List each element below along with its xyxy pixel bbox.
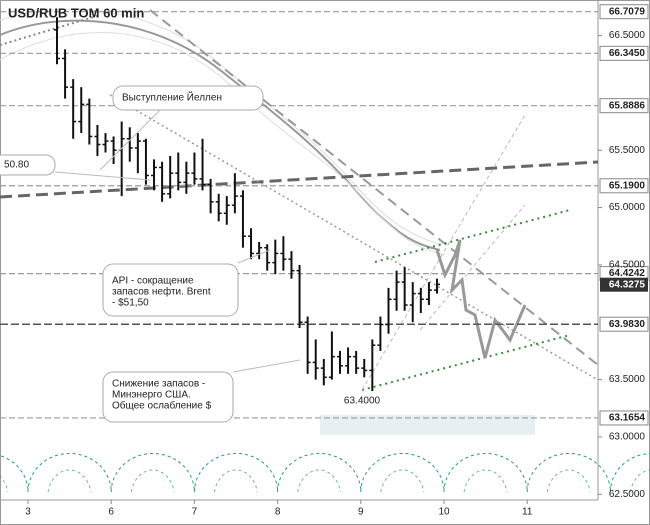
trend-line [109,94,599,381]
annotation-box [102,371,234,423]
leader-line [54,171,151,181]
cycles [0,453,650,493]
annotation-text: запасов нефти. Brent [112,286,211,298]
level-label: 66.7079 [609,6,646,17]
level-label-box [599,45,649,61]
y-tick-label: 62.5000 [609,489,646,500]
annotation-text: Снижение запасов - [112,379,205,390]
left-label: 50.80 [4,160,29,171]
x-tick-label: 10 [438,507,450,518]
leader-line [99,109,161,171]
low-label: 63.4000 [344,396,381,407]
channel-line [374,209,571,263]
current-price-label: 64.3275 [609,279,646,290]
y-tick-label: 65.5000 [609,145,646,156]
level-label-box [599,4,649,20]
current-price-box [600,277,648,292]
fan-line [361,114,526,391]
cycle-arc [110,453,195,493]
moving-average [0,32,446,256]
level-label: 66.3450 [609,48,646,59]
level-label: 64.4242 [609,268,646,279]
annotation-text: - $51,50 [112,298,149,309]
cycle-arc [193,453,279,493]
cycle-arc [443,453,528,493]
cycle-arc [0,455,29,493]
cycle-arc [526,453,611,493]
bars [54,17,440,392]
x-tick-label: 3 [25,507,31,518]
leader-line [237,249,271,264]
level-label: 63.9830 [609,319,646,330]
level-label: 65.1900 [609,180,646,191]
chart-title: USD/RUB TOM 60 min [8,5,144,20]
x-tick-label: 7 [192,507,198,518]
cycle-arc [360,453,445,493]
x-tick-label: 8 [275,507,281,518]
x-tick-label: 6 [108,507,114,518]
level-label-box [599,98,649,114]
trend-line [0,160,599,199]
cycle-arc [277,453,362,493]
level-label: 65.8886 [609,100,646,111]
shaded-zone [320,415,535,435]
leader-line [232,359,301,373]
level-label-box [599,178,649,194]
annotation-box [102,263,239,317]
levels: 66.7079 66.3450 65.8886 65.1900 64.4242 63.98… [0,4,649,426]
fan-line [419,204,526,331]
x-tick-label: 9 [358,507,364,518]
y-tick-label: 63.5000 [609,374,646,385]
annotation-text: Общее ослабление $ [112,400,212,412]
cycle-arc [27,453,112,493]
overlays [0,8,599,391]
y-tick-label: 66.5000 [609,30,646,41]
annotation-box [0,154,56,176]
annotation-box [112,85,264,111]
y-tick-label: 65.0000 [609,202,646,213]
y-tick-label: 63.0000 [609,432,646,443]
forecast-path [435,239,527,359]
annotation-text: Выступление Йеллен [122,91,222,104]
level-label-box [599,410,649,426]
annotation-text: API - сокращение [112,276,194,287]
moving-average [0,19,441,251]
annotation-text: Минэнерго США. [112,390,191,401]
level-label: 63.1654 [609,413,646,424]
level-label-box [599,316,649,332]
y-tick-label: 64.5000 [609,260,646,271]
x-tick-label: 11 [522,507,533,518]
